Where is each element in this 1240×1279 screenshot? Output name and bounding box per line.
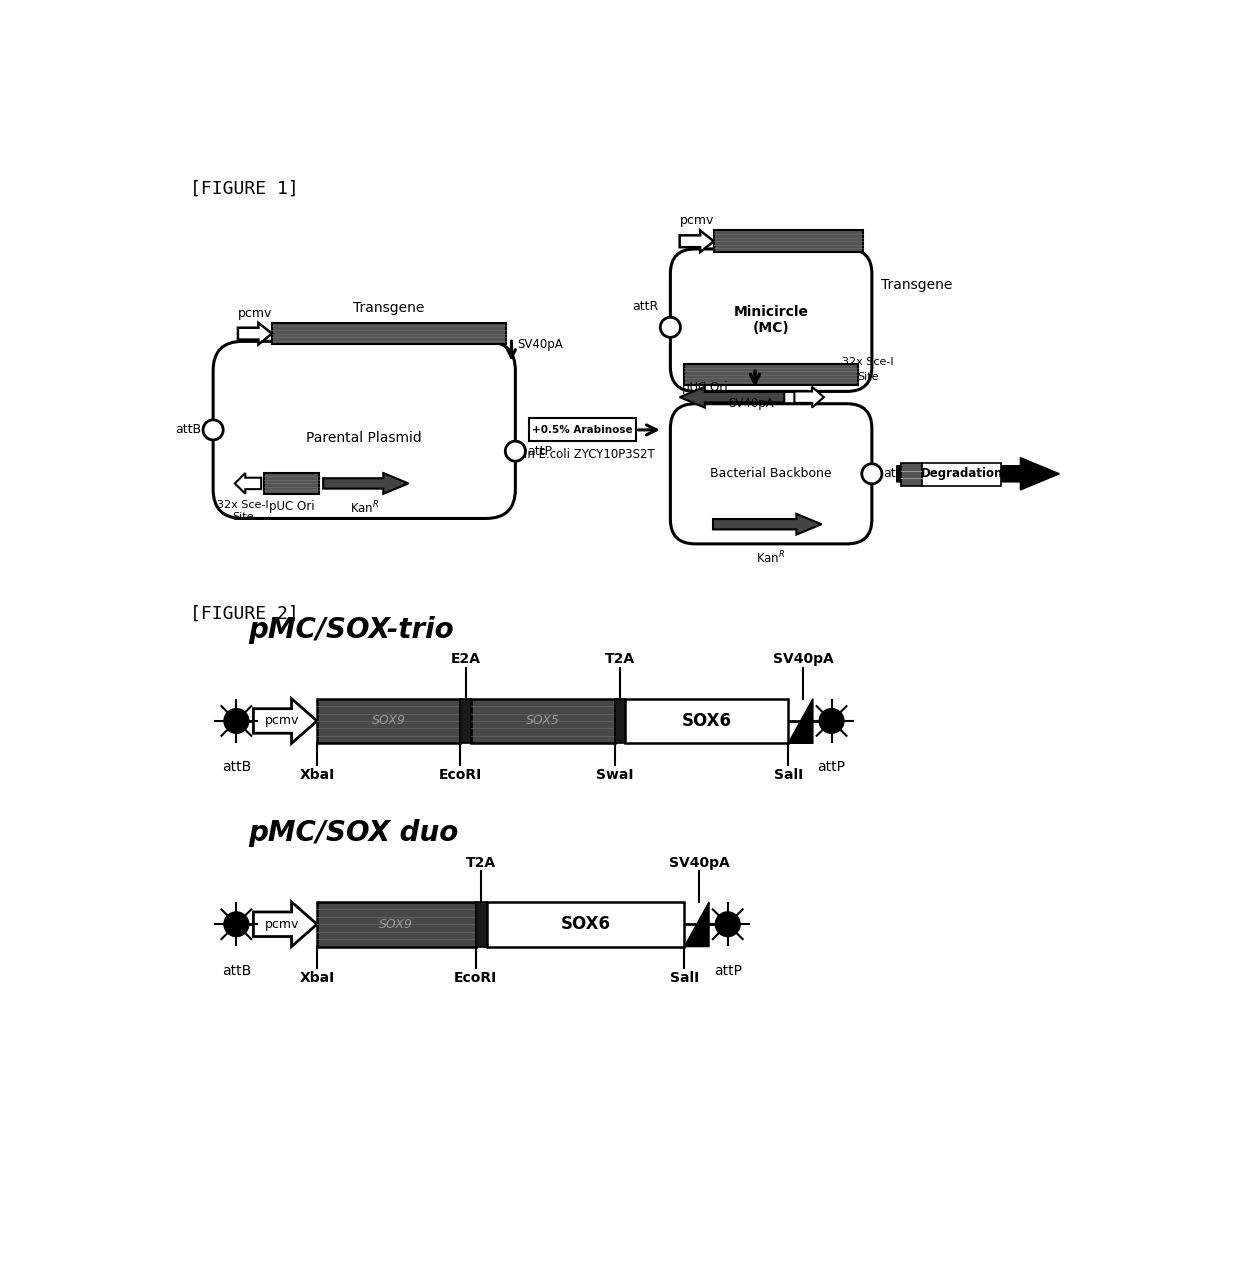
Polygon shape [253,902,317,946]
Text: SOX6: SOX6 [560,916,610,934]
Text: pUC Ori: pUC Ori [682,381,728,394]
Text: SwaI: SwaI [596,767,634,781]
Bar [460,698,471,743]
Text: SV40pA: SV40pA [728,396,774,409]
Bar [528,418,635,441]
Text: Site: Site [857,372,879,382]
Text: XbaI: XbaI [299,767,335,781]
Text: SV40pA: SV40pA [518,338,563,350]
Text: attB: attB [175,423,201,436]
Circle shape [224,709,249,733]
Polygon shape [324,473,408,494]
Text: EcoRI: EcoRI [454,971,497,985]
Text: [FIGURE 1]: [FIGURE 1] [190,179,299,198]
Bar [684,365,858,385]
Text: SOX9: SOX9 [372,715,405,728]
FancyBboxPatch shape [671,404,872,544]
Polygon shape [680,386,785,408]
Circle shape [506,441,526,462]
Polygon shape [234,473,262,494]
Polygon shape [795,386,823,408]
Polygon shape [713,514,821,535]
FancyBboxPatch shape [213,341,516,518]
Bar [923,463,1002,486]
Circle shape [224,912,249,936]
Text: T2A: T2A [466,856,496,870]
Polygon shape [684,902,709,946]
Circle shape [660,317,681,338]
Text: +0.5% Arabinose: +0.5% Arabinose [532,425,632,435]
Text: attL: attL [883,467,908,481]
Text: pUC Ori: pUC Ori [269,500,315,513]
Text: SV40pA: SV40pA [668,856,729,870]
Bar [317,698,460,743]
Text: attP: attP [527,445,552,458]
Text: SOX6: SOX6 [682,712,732,730]
Bar [625,698,789,743]
Bar [263,473,320,494]
Text: [FIGURE 2]: [FIGURE 2] [190,605,299,623]
Text: In E.coli ZYCY10P3S2T: In E.coli ZYCY10P3S2T [525,448,655,460]
Polygon shape [680,230,714,252]
Text: attP: attP [714,963,742,977]
Text: E2A: E2A [451,652,481,666]
Polygon shape [253,698,317,743]
Bar [486,902,684,946]
Circle shape [820,709,844,733]
Text: pcmv: pcmv [265,715,299,728]
Text: pMC/SOX duo: pMC/SOX duo [248,820,459,847]
Text: attB: attB [222,760,250,774]
FancyBboxPatch shape [671,249,872,391]
Bar [714,230,863,252]
Bar [615,698,625,743]
Text: SV40pA: SV40pA [773,652,833,666]
Polygon shape [789,698,813,743]
Text: attB: attB [222,963,250,977]
Text: SOX5: SOX5 [526,715,560,728]
Circle shape [862,464,882,483]
Text: SOX9: SOX9 [379,918,413,931]
Text: T2A: T2A [605,652,635,666]
Text: Parental Plasmid: Parental Plasmid [306,431,422,445]
Text: 32x Sce-I: 32x Sce-I [217,500,268,510]
Bar [471,698,615,743]
Text: pMC/SOX-trio: pMC/SOX-trio [248,616,454,643]
Polygon shape [897,458,1059,490]
Bar [317,902,476,946]
Text: Degradation: Degradation [920,467,1003,481]
Bar [272,322,506,344]
Text: Kan$^R$: Kan$^R$ [350,500,379,517]
Circle shape [203,420,223,440]
Text: Site: Site [232,513,253,522]
Text: 32x Sce-I: 32x Sce-I [842,357,894,367]
Text: SalI: SalI [774,767,802,781]
Bar [476,902,486,946]
Text: XbaI: XbaI [299,971,335,985]
Text: EcoRI: EcoRI [439,767,482,781]
Text: Bacterial Backbone: Bacterial Backbone [711,467,832,481]
Text: pcmv: pcmv [265,918,299,931]
Text: Transgene: Transgene [882,278,952,292]
Bar [900,463,923,486]
Polygon shape [238,322,272,344]
Text: Transgene: Transgene [353,301,425,315]
Text: pcmv: pcmv [680,215,714,228]
Text: attP: attP [817,760,846,774]
Text: Minicircle
(MC): Minicircle (MC) [734,306,808,335]
Circle shape [715,912,740,936]
Text: pcmv: pcmv [238,307,272,320]
Text: Kan$^R$: Kan$^R$ [756,550,786,567]
Text: SalI: SalI [670,971,699,985]
Text: attR: attR [632,301,658,313]
